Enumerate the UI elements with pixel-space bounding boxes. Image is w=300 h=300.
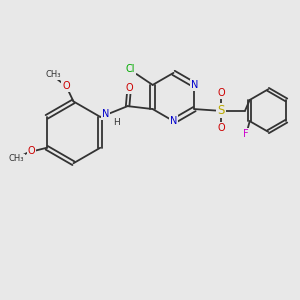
Text: N: N bbox=[170, 116, 177, 126]
Text: S: S bbox=[217, 104, 225, 117]
Text: F: F bbox=[243, 128, 249, 139]
Text: CH₃: CH₃ bbox=[45, 70, 61, 80]
Text: O: O bbox=[28, 146, 35, 156]
Text: H: H bbox=[113, 118, 120, 127]
Text: O: O bbox=[125, 83, 133, 93]
Text: N: N bbox=[191, 80, 198, 90]
Text: O: O bbox=[62, 81, 70, 91]
Text: CH₃: CH₃ bbox=[9, 154, 24, 164]
Text: Cl: Cl bbox=[126, 64, 135, 74]
Text: O: O bbox=[217, 123, 225, 133]
Text: N: N bbox=[102, 110, 110, 119]
Text: O: O bbox=[217, 88, 225, 98]
